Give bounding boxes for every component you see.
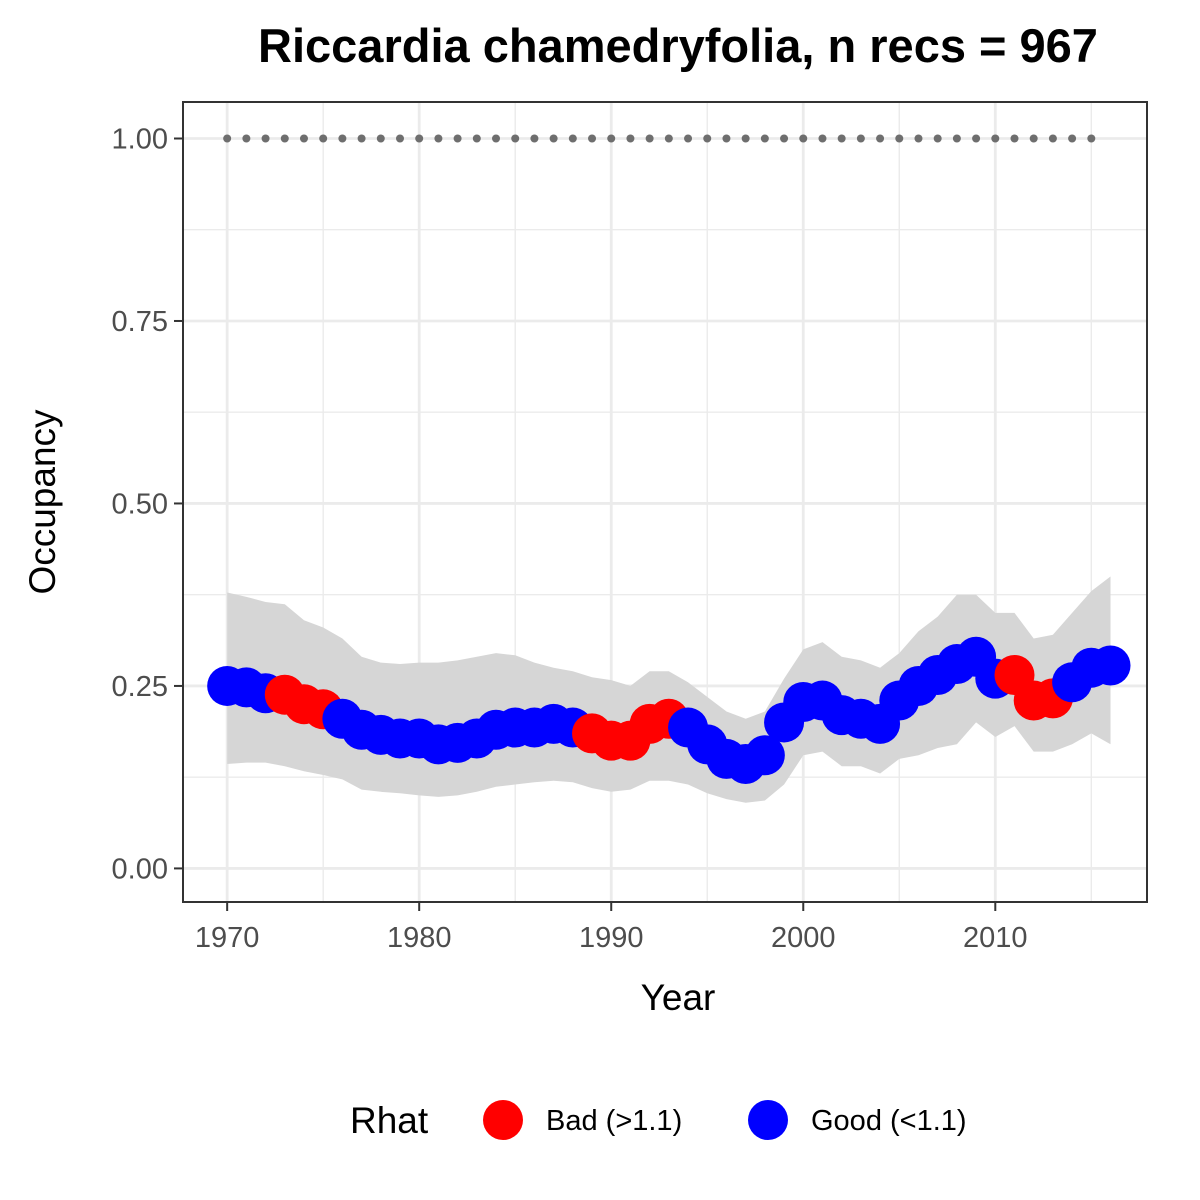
reference-dot: [338, 134, 347, 143]
reference-dot: [530, 134, 539, 143]
reference-dot: [972, 134, 981, 143]
reference-dot: [799, 134, 808, 143]
reference-dot: [952, 134, 961, 143]
reference-dot: [1048, 134, 1057, 143]
reference-dot: [914, 134, 923, 143]
x-axis: 1970 1980 1990 2000 2010: [195, 902, 1028, 954]
x-tick-label: 1970: [195, 922, 260, 954]
reference-dot: [242, 134, 251, 143]
occupancy-points: [207, 636, 1131, 785]
reference-dot: [492, 134, 501, 143]
reference-dot: [684, 134, 693, 143]
occupancy-point-good: [744, 735, 785, 776]
plot-panel: [182, 101, 1148, 903]
reference-dot: [511, 134, 520, 143]
reference-dot: [415, 134, 424, 143]
reference-dot: [319, 134, 328, 143]
y-tick-label: 0.00: [112, 853, 168, 885]
reference-dot: [1029, 134, 1038, 143]
reference-dot: [434, 134, 443, 143]
reference-dot: [453, 134, 462, 143]
reference-dot: [856, 134, 865, 143]
reference-dot: [395, 134, 404, 143]
legend: Rhat Bad (>1.1) Good (<1.1): [350, 1100, 967, 1141]
reference-dot: [818, 134, 827, 143]
x-axis-title: Year: [641, 977, 716, 1018]
legend-label-good: Good (<1.1): [811, 1105, 967, 1137]
reference-dot: [549, 134, 558, 143]
reference-dot: [1010, 134, 1019, 143]
reference-dot: [607, 134, 616, 143]
y-tick-label: 0.25: [112, 671, 168, 703]
reference-dot: [664, 134, 673, 143]
y-axis: 0.00 0.25 0.50 0.75 1.00: [112, 123, 183, 885]
x-tick-label: 1990: [579, 922, 644, 954]
x-tick-label: 2000: [771, 922, 836, 954]
y-tick-label: 0.50: [112, 488, 168, 520]
reference-dot: [837, 134, 846, 143]
plot-background: [183, 102, 1147, 902]
reference-dot: [876, 134, 885, 143]
reference-dot: [741, 134, 750, 143]
reference-dot: [991, 134, 1000, 143]
reference-dot: [760, 134, 769, 143]
reference-dot: [933, 134, 942, 143]
reference-dot: [626, 134, 635, 143]
legend-key-good: [748, 1100, 788, 1140]
reference-dot: [780, 134, 789, 143]
reference-dot: [645, 134, 654, 143]
reference-dotted-line: [223, 134, 1096, 143]
reference-dot: [357, 134, 366, 143]
reference-dot: [472, 134, 481, 143]
reference-dot: [299, 134, 308, 143]
reference-dot: [1068, 134, 1077, 143]
reference-dot: [722, 134, 731, 143]
y-axis-title: Occupancy: [22, 409, 63, 595]
x-tick-label: 1980: [387, 922, 452, 954]
x-tick-label: 2010: [963, 922, 1028, 954]
reference-dot: [261, 134, 270, 143]
reference-dot: [703, 134, 712, 143]
reference-dot: [376, 134, 385, 143]
y-tick-label: 1.00: [112, 123, 168, 155]
reference-dot: [568, 134, 577, 143]
reference-dot: [588, 134, 597, 143]
reference-dot: [1087, 134, 1096, 143]
legend-title: Rhat: [350, 1100, 429, 1141]
reference-dot: [223, 134, 232, 143]
plot-border: [182, 101, 1148, 903]
y-tick-label: 0.75: [112, 306, 168, 338]
legend-key-bad: [483, 1100, 523, 1140]
occupancy-point-good: [1090, 645, 1131, 686]
chart-title: Riccardia chamedryfolia, n recs = 967: [258, 19, 1098, 72]
legend-label-bad: Bad (>1.1): [546, 1105, 682, 1137]
reference-dot: [280, 134, 289, 143]
reference-dot: [895, 134, 904, 143]
